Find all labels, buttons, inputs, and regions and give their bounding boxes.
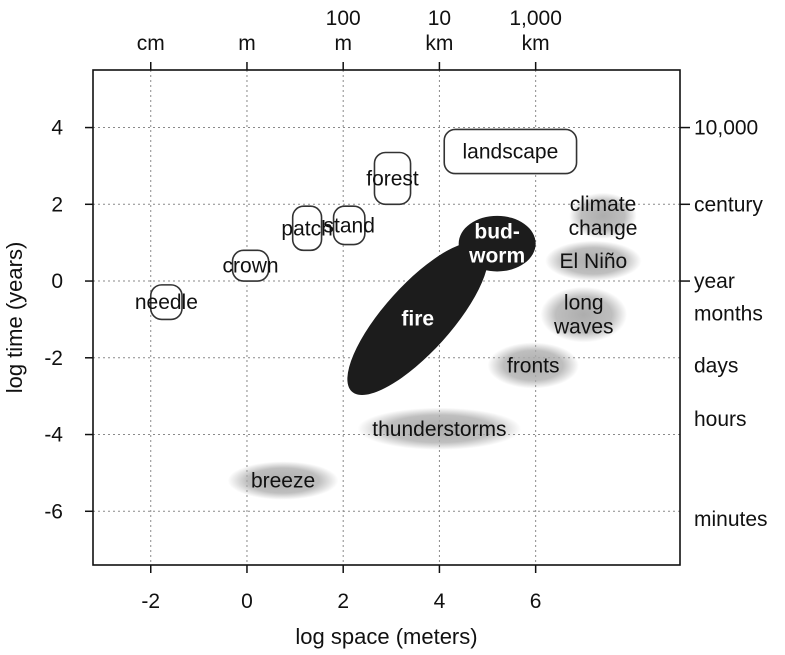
forest-label: forest — [366, 167, 419, 190]
right-axis-label: hours — [694, 408, 747, 431]
x-tick-label: 6 — [530, 590, 542, 613]
breeze-cloud — [227, 461, 339, 500]
x-tick-label: 0 — [241, 590, 253, 613]
fire-ellipse — [347, 241, 489, 395]
top-axis-label: 10 — [428, 7, 451, 30]
right-axis-label: months — [694, 303, 763, 326]
long-waves-cloud — [540, 286, 628, 343]
needle-box — [149, 284, 183, 321]
y-tick-label: 0 — [51, 270, 63, 293]
fronts-cloud — [487, 342, 579, 389]
right-axis-label: century — [694, 193, 763, 216]
top-axis-label: km — [425, 32, 453, 55]
breeze-label: breeze — [251, 470, 315, 493]
stand-box — [332, 205, 366, 246]
el-ni-o-label: El Niño — [560, 250, 628, 273]
plot-frame — [92, 69, 681, 566]
landscape-label: landscape — [463, 141, 559, 164]
y-axis-title: log time (years) — [2, 242, 27, 394]
fronts-label: fronts — [507, 354, 560, 377]
patch-box — [291, 205, 323, 252]
right-axis-label: days — [694, 354, 738, 377]
x-axis-title: log space (meters) — [295, 624, 477, 649]
budworm-ellipse — [458, 215, 536, 272]
landscape-box — [443, 128, 578, 175]
budworm-label: bud- — [474, 221, 519, 244]
fire-label: fire — [401, 307, 434, 330]
long-waves-label: waves — [553, 316, 614, 339]
climate-change-cloud — [569, 192, 637, 239]
top-axis-label: m — [238, 32, 256, 55]
y-tick-label: -6 — [44, 500, 63, 523]
y-tick-label: -2 — [44, 347, 63, 370]
x-tick-label: -2 — [141, 590, 160, 613]
crown-box — [231, 249, 270, 282]
needle-label: needle — [135, 291, 198, 314]
y-tick-label: 2 — [51, 193, 63, 216]
thunderstorms-label: thunderstorms — [372, 418, 506, 441]
climate-change-label: climate — [570, 193, 637, 216]
forest-box — [373, 151, 412, 206]
crown-label: crown — [223, 255, 279, 278]
x-tick-label: 4 — [434, 590, 446, 613]
y-tick-label: 4 — [51, 117, 63, 140]
y-tick-label: -4 — [44, 424, 63, 447]
phenomena-shapes — [149, 128, 642, 500]
top-axis-label: 1,000 — [509, 7, 562, 30]
climate-change-label: change — [569, 217, 638, 240]
right-axis-label: 10,000 — [694, 117, 758, 140]
right-axis-label: year — [694, 270, 735, 293]
top-axis-label: cm — [137, 32, 165, 55]
long-waves-label: long — [564, 292, 604, 315]
top-axis-label: 100 — [326, 7, 361, 30]
stand-label: stand — [324, 214, 375, 237]
right-axis-label: minutes — [694, 508, 768, 531]
x-tick-label: 2 — [337, 590, 349, 613]
budworm-label: worm — [468, 245, 525, 268]
top-axis-label: m — [334, 32, 352, 55]
thunderstorms-cloud — [357, 407, 522, 450]
el-ni-o-cloud — [545, 240, 642, 282]
patch-label: patch — [281, 217, 332, 240]
top-axis-label: km — [522, 32, 550, 55]
